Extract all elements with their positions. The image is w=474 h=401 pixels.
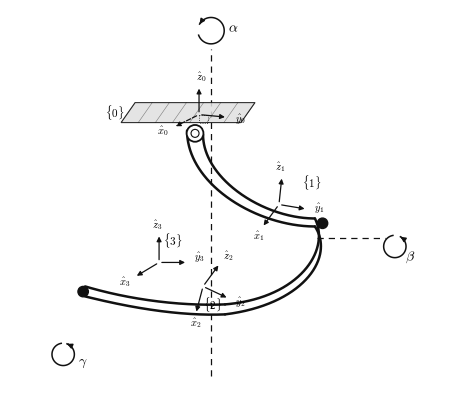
- Text: $\hat{z}_2$: $\hat{z}_2$: [223, 249, 233, 263]
- Circle shape: [78, 286, 88, 297]
- Circle shape: [317, 218, 328, 229]
- Text: $\hat{y}_0$: $\hat{y}_0$: [235, 113, 246, 128]
- Text: $\gamma$: $\gamma$: [78, 356, 88, 370]
- Text: $\hat{x}_0$: $\hat{x}_0$: [156, 124, 168, 138]
- Text: $\{0\}$: $\{0\}$: [105, 103, 125, 122]
- Text: $\hat{y}_1$: $\hat{y}_1$: [314, 202, 325, 216]
- Circle shape: [187, 125, 203, 142]
- Text: $\{2\}$: $\{2\}$: [203, 295, 223, 314]
- Text: $\hat{x}_2$: $\hat{x}_2$: [190, 316, 201, 330]
- Text: $\hat{x}_1$: $\hat{x}_1$: [253, 230, 264, 243]
- Text: $\hat{y}_3$: $\hat{y}_3$: [194, 251, 205, 265]
- Text: $\beta$: $\beta$: [404, 250, 415, 265]
- Circle shape: [191, 130, 199, 138]
- Text: $\hat{x}_3$: $\hat{x}_3$: [118, 275, 130, 289]
- Text: $\{3\}$: $\{3\}$: [164, 231, 182, 250]
- Text: $\alpha$: $\alpha$: [228, 22, 238, 36]
- Text: $\hat{z}_1$: $\hat{z}_1$: [275, 160, 285, 174]
- Text: $\hat{z}_0$: $\hat{z}_0$: [196, 70, 206, 84]
- Polygon shape: [121, 103, 255, 123]
- Text: $\hat{z}_3$: $\hat{z}_3$: [152, 218, 163, 232]
- Text: $\{1\}$: $\{1\}$: [302, 173, 322, 192]
- Text: $\hat{y}_2$: $\hat{y}_2$: [235, 296, 246, 310]
